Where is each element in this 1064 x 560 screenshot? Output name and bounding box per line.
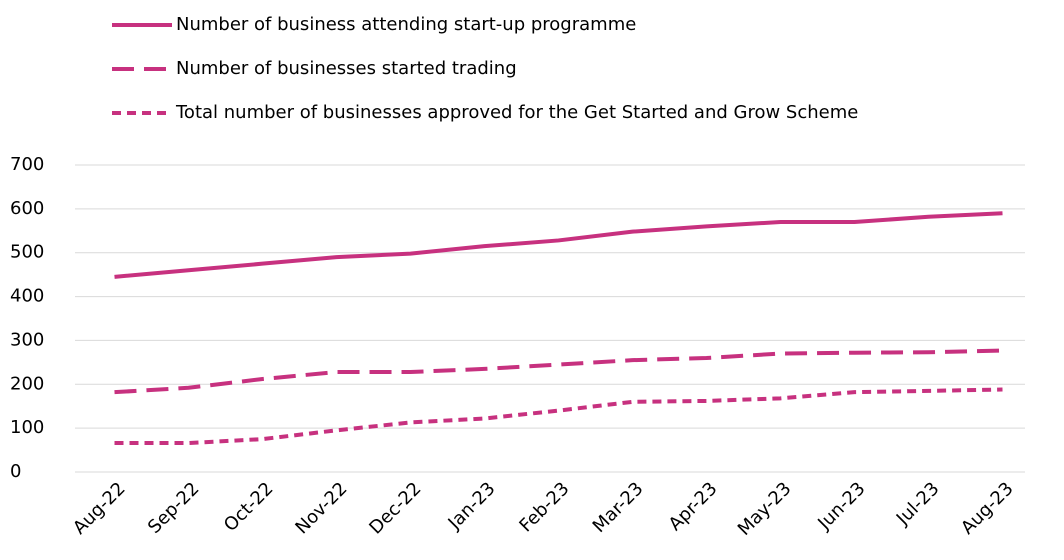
x-tick-label: Jan-23 <box>444 478 500 534</box>
line-series <box>114 211 1003 279</box>
x-tick-label: Mar-23 <box>589 478 648 537</box>
line-series <box>114 387 1003 446</box>
x-tick-label: Apr-23 <box>665 478 722 535</box>
legend-label: Total number of businesses approved for … <box>175 102 858 123</box>
y-tick-label: 300 <box>10 329 44 350</box>
y-tick-label: 200 <box>10 373 44 394</box>
x-tick-label: Oct-22 <box>220 478 278 536</box>
y-tick-label: 600 <box>10 198 44 219</box>
x-tick-label: Nov-22 <box>291 478 351 538</box>
legend-label: Number of business attending start-up pr… <box>176 14 636 35</box>
x-tick-label: Jul-23 <box>892 478 944 530</box>
line-series <box>114 348 1003 395</box>
x-tick-label: Sep-22 <box>144 478 204 538</box>
legend-label: Number of businesses started trading <box>176 58 517 79</box>
y-tick-label: 400 <box>10 286 44 307</box>
y-tick-label: 700 <box>10 154 44 175</box>
x-tick-label: Aug-22 <box>69 478 129 538</box>
y-tick-label: 0 <box>10 461 21 482</box>
y-tick-label: 100 <box>10 417 44 438</box>
x-tick-label: May-23 <box>734 478 796 540</box>
x-tick-label: Dec-22 <box>365 478 425 538</box>
x-tick-label: Aug-23 <box>957 478 1017 538</box>
y-tick-label: 500 <box>10 242 44 263</box>
x-tick-label: Jun-23 <box>813 478 869 534</box>
x-tick-label: Feb-23 <box>515 478 573 536</box>
